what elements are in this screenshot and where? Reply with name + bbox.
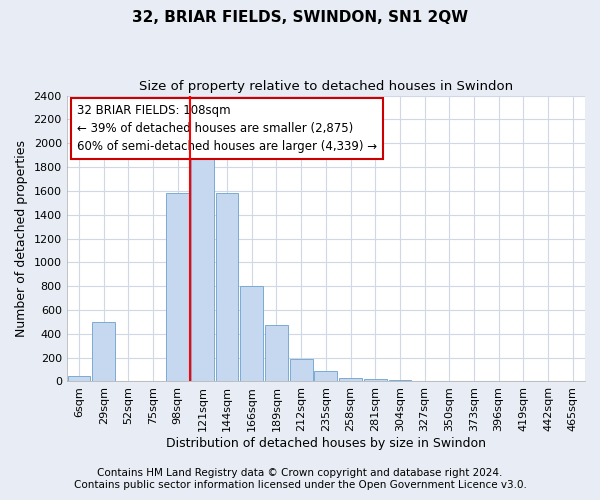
Text: 32 BRIAR FIELDS: 108sqm
← 39% of detached houses are smaller (2,875)
60% of semi: 32 BRIAR FIELDS: 108sqm ← 39% of detache…	[77, 104, 377, 153]
Bar	[166, 193, 189, 382]
Title: Size of property relative to detached houses in Swindon: Size of property relative to detached ho…	[139, 80, 513, 93]
Bar	[389, 380, 411, 382]
Bar	[191, 149, 214, 382]
Bar	[92, 322, 115, 382]
Bar	[339, 378, 362, 382]
Text: Contains HM Land Registry data © Crown copyright and database right 2024.
Contai: Contains HM Land Registry data © Crown c…	[74, 468, 526, 490]
Bar	[364, 379, 386, 382]
Bar	[290, 359, 313, 382]
X-axis label: Distribution of detached houses by size in Swindon: Distribution of detached houses by size …	[166, 437, 486, 450]
Bar	[265, 325, 288, 382]
Bar	[314, 370, 337, 382]
Bar	[216, 193, 238, 382]
Y-axis label: Number of detached properties: Number of detached properties	[15, 140, 28, 337]
Text: 32, BRIAR FIELDS, SWINDON, SN1 2QW: 32, BRIAR FIELDS, SWINDON, SN1 2QW	[132, 10, 468, 25]
Bar	[241, 286, 263, 382]
Bar	[68, 376, 91, 382]
